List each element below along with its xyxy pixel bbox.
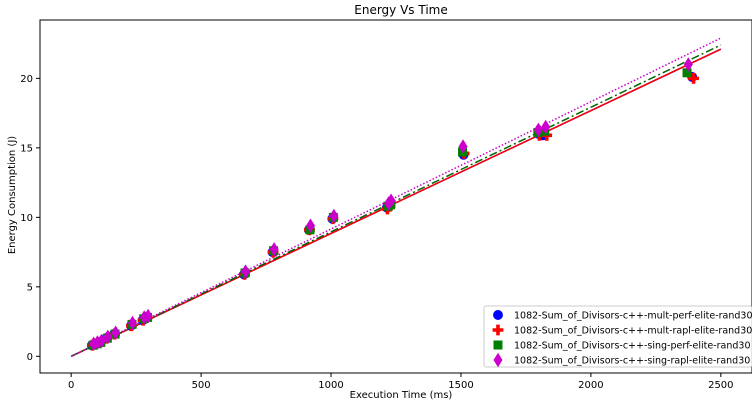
legend-label: 1082-Sum_of_Divisors-c++-mult-rapl-elite… xyxy=(514,326,752,337)
y-axis-ticks: 0 5 10 15 20 xyxy=(20,74,40,363)
x-tick-label: 2000 xyxy=(578,380,603,391)
legend-item: 1082-Sum_of_Divisors-c++-mult-perf-elite… xyxy=(493,310,752,322)
legend-box xyxy=(483,305,752,368)
x-tick-label: 500 xyxy=(192,380,211,391)
y-tick-label: 10 xyxy=(20,213,33,224)
data-point xyxy=(269,242,279,257)
legend-item: 1082-Sum_of_Divisors-c++-sing-perf-elite… xyxy=(493,340,751,352)
series-4-points xyxy=(89,57,693,352)
legend-label: 1082-Sum_of_Divisors-c++-sing-perf-elite… xyxy=(514,341,751,352)
legend-marker xyxy=(492,324,504,336)
y-tick-label: 15 xyxy=(20,143,33,154)
data-point xyxy=(541,119,551,135)
y-tick-label: 20 xyxy=(20,74,33,85)
data-point xyxy=(533,122,543,137)
y-axis-title: Energy Consumption (J) xyxy=(7,136,18,254)
data-points xyxy=(87,57,699,352)
data-point xyxy=(96,333,106,349)
fit-line-series-4 xyxy=(70,37,722,357)
legend: 1082-Sum_of_Divisors-c++-mult-perf-elite… xyxy=(483,305,752,368)
x-axis-ticks: 0 500 1000 1500 2000 2500 xyxy=(68,373,734,391)
x-tick-label: 2500 xyxy=(708,380,733,391)
x-tick-label: 0 xyxy=(68,380,74,391)
data-point xyxy=(111,325,121,340)
plot-frame xyxy=(39,19,752,374)
data-point xyxy=(688,72,699,84)
data-point xyxy=(103,329,113,345)
fit-lines xyxy=(70,37,722,358)
data-point xyxy=(128,315,138,331)
legend-item: 1082-Sum_of_Divisors-c++-sing-rapl-elite… xyxy=(493,352,750,368)
data-point xyxy=(329,208,339,224)
x-tick-label: 1000 xyxy=(318,380,343,391)
legend-label: 1082-Sum_of_Divisors-c++-mult-perf-elite… xyxy=(514,311,752,322)
data-point xyxy=(241,264,251,279)
legend-marker xyxy=(493,340,503,350)
y-tick-label: 0 xyxy=(27,352,33,363)
x-axis-title: Execution Time (ms) xyxy=(350,390,453,401)
data-point xyxy=(386,193,396,208)
data-point xyxy=(683,57,693,72)
data-point xyxy=(458,139,468,154)
data-point xyxy=(682,68,692,78)
x-tick-label: 1500 xyxy=(448,380,473,391)
y-tick-label: 5 xyxy=(27,282,33,293)
chart-title: Energy Vs Time xyxy=(354,3,447,17)
legend-item: 1082-Sum_of_Divisors-c++-mult-rapl-elite… xyxy=(492,324,752,337)
data-point xyxy=(143,308,153,324)
legend-label: 1082-Sum_of_Divisors-c++-sing-rapl-elite… xyxy=(514,356,750,367)
data-point xyxy=(306,218,316,233)
legend-marker xyxy=(493,310,503,320)
legend-marker xyxy=(493,352,503,368)
